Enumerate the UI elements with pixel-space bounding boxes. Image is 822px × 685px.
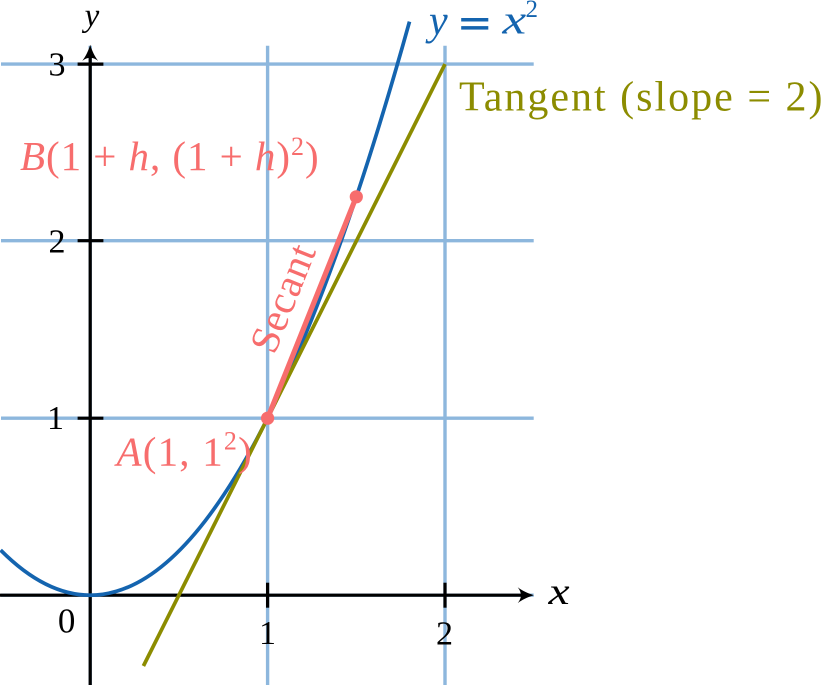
svg-text:2: 2 bbox=[49, 223, 66, 260]
svg-text:1: 1 bbox=[47, 400, 64, 437]
svg-text:x: x bbox=[501, 0, 526, 43]
svg-text:3: 3 bbox=[49, 47, 66, 84]
svg-text:1: 1 bbox=[259, 615, 276, 652]
svg-text:y: y bbox=[425, 0, 448, 45]
svg-text:x: x bbox=[547, 571, 569, 613]
svg-text:Tangent (slope = 2): Tangent (slope = 2) bbox=[459, 75, 822, 121]
svg-text:A(1, 12): A(1, 12) bbox=[114, 427, 253, 475]
svg-text:B(1 + h, (1 + h)2): B(1 + h, (1 + h)2) bbox=[20, 132, 320, 179]
svg-text:0: 0 bbox=[58, 602, 76, 641]
svg-text:2: 2 bbox=[526, 0, 542, 23]
svg-text:y: y bbox=[82, 0, 100, 34]
svg-text:2: 2 bbox=[436, 616, 453, 653]
